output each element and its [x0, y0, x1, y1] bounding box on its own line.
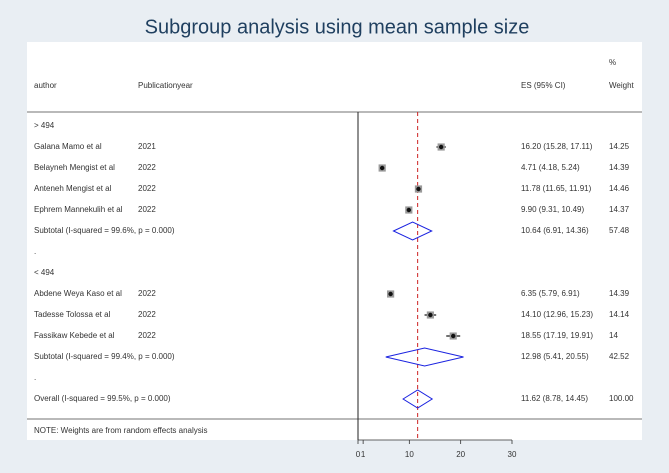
row-es: 12.98 (5.41, 20.55)	[521, 352, 589, 361]
point-estimate	[379, 165, 385, 171]
point-estimate	[428, 312, 433, 318]
row-es: 16.20 (15.28, 17.11)	[521, 142, 593, 151]
row-year: 2022	[138, 184, 156, 193]
row-year: 2022	[138, 205, 156, 214]
row-year: 2022	[138, 310, 156, 319]
row-label: Anteneh Mengist et al	[34, 184, 112, 193]
column-header: Weight	[609, 81, 635, 90]
row-label: Subtotal (I-squared = 99.6%, p = 0.000)	[34, 226, 175, 235]
row-es: 6.35 (5.79, 6.91)	[521, 289, 580, 298]
row-weight: 42.52	[609, 352, 630, 361]
row-es: 11.78 (11.65, 11.91)	[521, 184, 592, 193]
point-estimate	[451, 333, 456, 339]
row-year: 2022	[138, 331, 156, 340]
row-es: 9.90 (9.31, 10.49)	[521, 205, 584, 214]
row-label: Ephrem Mannekulih et al	[34, 205, 123, 214]
row-label: Galana Mamo et al	[34, 142, 102, 151]
row-weight: 57.48	[609, 226, 630, 235]
row-weight: 14.39	[609, 289, 630, 298]
row-es: 11.62 (8.78, 14.45)	[521, 394, 588, 403]
row-label: Subtotal (I-squared = 99.4%, p = 0.000)	[34, 352, 175, 361]
pooled-diamond	[392, 221, 433, 241]
x-tick-label: 1	[361, 450, 366, 459]
row-year: 2021	[138, 142, 156, 151]
row-weight: 14.25	[609, 142, 630, 151]
row-weight: 14	[609, 331, 618, 340]
column-header: %	[609, 58, 616, 67]
row-year: 2022	[138, 289, 156, 298]
column-header: author	[34, 81, 57, 90]
pooled-diamond	[402, 389, 434, 409]
point-estimate	[438, 144, 444, 150]
row-weight: 100.00	[609, 394, 634, 403]
row-es: 10.64 (6.91, 14.36)	[521, 226, 589, 235]
row-es: 14.10 (12.96, 15.23)	[521, 310, 593, 319]
row-es: 18.55 (17.19, 19.91)	[521, 331, 593, 340]
row-label: < 494	[34, 268, 55, 277]
x-tick-label: 20	[456, 450, 465, 459]
x-tick-label: 0	[356, 450, 361, 459]
row-label: > 494	[34, 121, 55, 130]
x-tick-label: 10	[405, 450, 414, 459]
row-label: Abdene Weya Kaso et al	[34, 289, 122, 298]
row-label: .	[34, 373, 36, 382]
row-weight: 14.39	[609, 163, 630, 172]
column-header: ES (95% CI)	[521, 81, 566, 90]
row-weight: 14.14	[609, 310, 630, 319]
row-weight: 14.37	[609, 205, 630, 214]
point-estimate	[416, 186, 421, 192]
row-year: 2022	[138, 163, 156, 172]
row-weight: 14.46	[609, 184, 630, 193]
plot-panel	[27, 42, 642, 440]
chart-title: Subgroup analysis using mean sample size	[145, 16, 530, 38]
column-header: Publicationyear	[138, 81, 193, 90]
pooled-diamond	[385, 347, 464, 367]
point-estimate	[406, 207, 412, 213]
row-label: Tadesse Tolossa et al	[34, 310, 111, 319]
row-label: Fassikaw Kebede et al	[34, 331, 115, 340]
row-es: 4.71 (4.18, 5.24)	[521, 163, 580, 172]
note: NOTE: Weights are from random effects an…	[34, 426, 208, 435]
row-label: Belayneh Mengist et al	[34, 163, 115, 172]
row-label: .	[34, 247, 36, 256]
x-tick-label: 30	[508, 450, 517, 459]
point-estimate	[388, 291, 393, 297]
row-label: Overall (I-squared = 99.5%, p = 0.000)	[34, 394, 171, 403]
